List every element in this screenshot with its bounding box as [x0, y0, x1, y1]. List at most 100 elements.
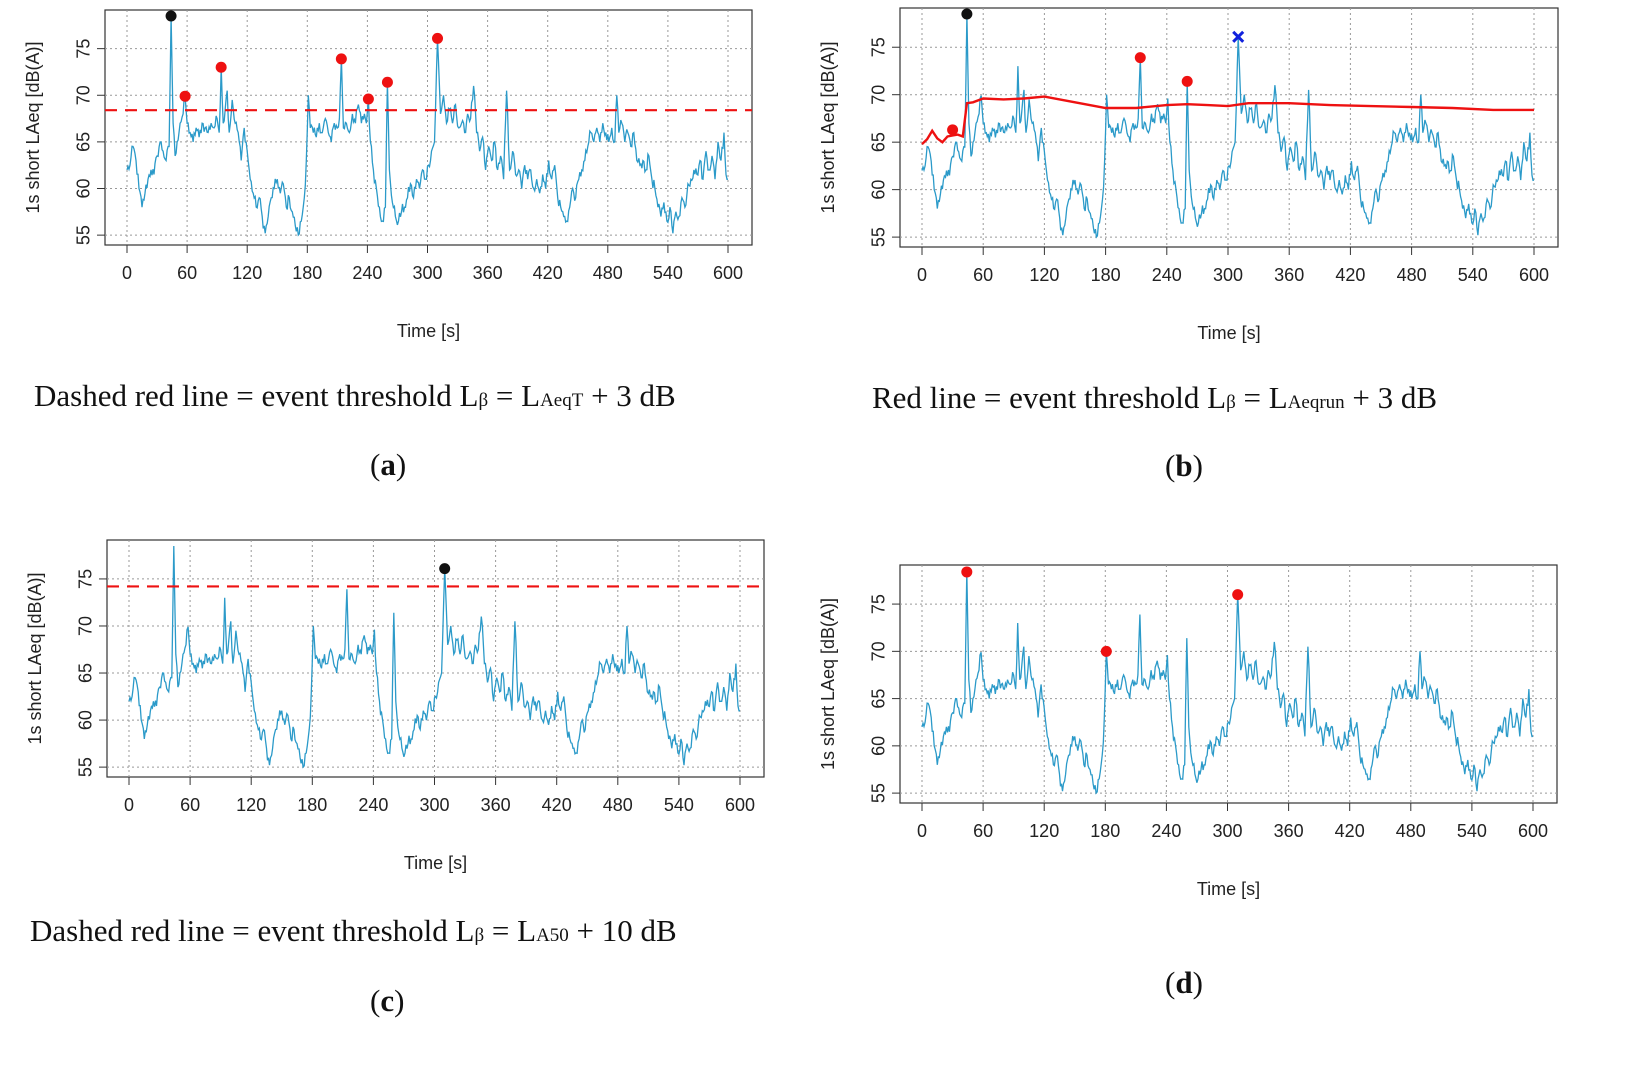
event-marker-dot	[432, 32, 444, 44]
x-axis-label: Time [s]	[1197, 323, 1260, 343]
x-tick-label: 180	[292, 263, 322, 283]
x-tick-label: 420	[1335, 265, 1365, 285]
running-threshold-line	[921, 95, 1534, 145]
event-marker-dot	[215, 61, 227, 73]
x-tick-label: 300	[1212, 821, 1242, 841]
x-tick-label: 480	[593, 263, 623, 283]
x-tick-label: 480	[1397, 265, 1427, 285]
x-tick-label: 240	[358, 795, 388, 815]
x-tick-label: 0	[917, 265, 927, 285]
y-tick-label: 65	[74, 132, 94, 152]
panel-label-d: (d)	[1165, 965, 1203, 1000]
x-tick-label: 420	[1335, 821, 1365, 841]
x-tick-label: 540	[653, 263, 683, 283]
y-tick-label: 75	[869, 594, 889, 614]
chart-c-svg: 0 60 120 180 240 300 360 420 480 540 600 55 60 65 70 75…	[25, 539, 765, 873]
x-tick-label: 180	[297, 795, 327, 815]
plot-frame	[104, 9, 753, 246]
event-marker-dot	[439, 563, 451, 575]
chart-b-svg: 0 60 120 180 240 300 360 420 480 540 600 55 60 65 70 75…	[818, 7, 1559, 343]
event-marker-cross	[1232, 30, 1245, 43]
x-tick-label: 60	[973, 821, 993, 841]
series-line-laeq	[921, 570, 1534, 795]
event-marker-dot	[1100, 645, 1112, 657]
x-tick-label: 60	[180, 795, 200, 815]
y-tick-label: 60	[869, 736, 889, 756]
x-tick-label: 600	[1519, 265, 1549, 285]
y-tick-label: 65	[869, 689, 889, 709]
plot-frame	[106, 539, 765, 778]
x-tick-label: 600	[725, 795, 755, 815]
x-tick-label: 360	[1274, 265, 1304, 285]
x-tick-label: 120	[1029, 821, 1059, 841]
x-tick-label: 0	[124, 795, 134, 815]
y-tick-label: 70	[869, 641, 889, 661]
y-tick-label: 70	[74, 85, 94, 105]
y-tick-label: 55	[76, 757, 96, 777]
x-tick-label: 480	[603, 795, 633, 815]
x-tick-label: 120	[236, 795, 266, 815]
x-tick-label: 120	[1029, 265, 1059, 285]
x-tick-label: 60	[973, 265, 993, 285]
y-tick-label: 75	[76, 569, 96, 589]
panel-label-b: (b)	[1165, 448, 1203, 483]
event-marker-dot	[381, 76, 393, 88]
y-tick-label: 75	[869, 37, 889, 57]
x-tick-label: 360	[1274, 821, 1304, 841]
x-axis-label: Time [s]	[1197, 879, 1260, 899]
plot-frame	[899, 7, 1559, 248]
x-tick-label: 300	[419, 795, 449, 815]
event-marker-dot	[179, 90, 191, 102]
x-tick-label: 540	[1458, 265, 1488, 285]
chart-d-svg: 0 60 120 180 240 300 360 420 480 540 600 55 60 65 70 75…	[818, 564, 1558, 899]
y-axis-label: 1s short LAeq [dB(A)]	[818, 598, 838, 770]
x-tick-label: 120	[232, 263, 262, 283]
x-tick-label: 240	[1151, 821, 1181, 841]
x-tick-label: 300	[412, 263, 442, 283]
x-tick-label: 360	[481, 795, 511, 815]
event-marker-dot	[947, 124, 959, 136]
y-tick-label: 55	[869, 783, 889, 803]
event-marker-dot	[1134, 52, 1146, 64]
x-tick-label: 300	[1213, 265, 1243, 285]
x-tick-label: 60	[177, 263, 197, 283]
x-tick-label: 0	[917, 821, 927, 841]
plot-frame	[899, 564, 1558, 804]
x-tick-label: 420	[542, 795, 572, 815]
x-tick-label: 360	[473, 263, 503, 283]
series-line-laeq	[126, 15, 729, 237]
y-tick-label: 60	[74, 178, 94, 198]
caption-a: Dashed red line = event threshold Lβ = L…	[34, 378, 676, 413]
caption-c: Dashed red line = event threshold Lβ = L…	[30, 913, 677, 948]
x-tick-label: 540	[664, 795, 694, 815]
y-tick-label: 75	[74, 39, 94, 59]
y-tick-label: 60	[869, 180, 889, 200]
panel-label-a: (a)	[370, 447, 407, 482]
y-axis-label: 1s short LAeq [dB(A)]	[818, 41, 838, 213]
y-axis-label: 1s short LAeq [dB(A)]	[25, 572, 45, 744]
event-marker-dot	[1232, 589, 1244, 601]
x-tick-label: 420	[533, 263, 563, 283]
chart-a-svg: 0 60 120 180 240 300 360 420 480 540 600 55 60 65 70 75…	[23, 9, 753, 341]
y-tick-label: 65	[869, 132, 889, 152]
x-axis-label: Time [s]	[397, 321, 460, 341]
x-tick-label: 180	[1090, 821, 1120, 841]
chart-panel-a: 0 60 120 180 240 300 360 420 480 540 600 55 60 65 70 75…	[0, 0, 800, 500]
panel-label-c: (c)	[370, 983, 405, 1018]
y-tick-label: 70	[869, 85, 889, 105]
x-tick-label: 180	[1091, 265, 1121, 285]
event-marker-dot	[335, 53, 347, 65]
y-tick-label: 60	[76, 710, 96, 730]
y-tick-label: 55	[74, 225, 94, 245]
x-tick-label: 240	[1152, 265, 1182, 285]
series-line-laeq	[128, 545, 741, 769]
x-tick-label: 480	[1396, 821, 1426, 841]
x-tick-label: 600	[1518, 821, 1548, 841]
chart-panel-b: 0 60 120 180 240 300 360 420 480 540 600 55 60 65 70 75…	[800, 0, 1635, 500]
event-marker-dot	[961, 566, 973, 578]
chart-panel-c: 0 60 120 180 240 300 360 420 480 540 600 55 60 65 70 75…	[0, 530, 800, 1074]
x-tick-label: 240	[352, 263, 382, 283]
chart-panel-d: 0 60 120 180 240 300 360 420 480 540 600 55 60 65 70 75…	[800, 555, 1635, 1074]
x-tick-label: 600	[713, 263, 743, 283]
y-axis-label: 1s short LAeq [dB(A)]	[23, 41, 43, 213]
